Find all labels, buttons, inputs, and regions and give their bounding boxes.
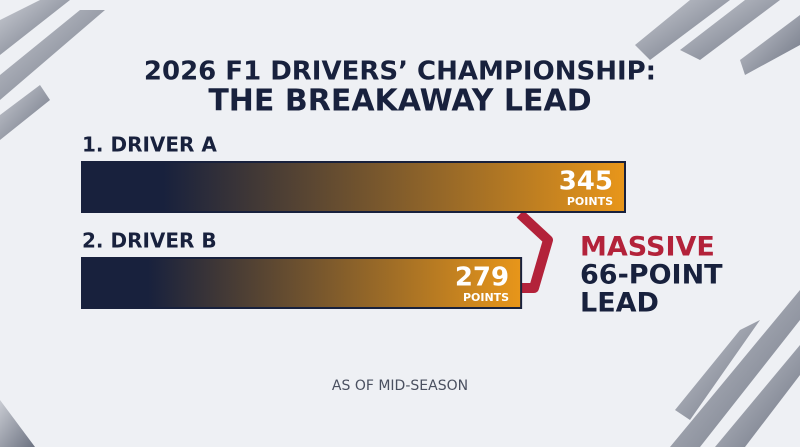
chart-subtitle: THE BREAKAWAY LEAD xyxy=(208,84,591,119)
chart-title: 2026 F1 DRIVERS’ CHAMPIONSHIP: xyxy=(144,57,656,87)
bar xyxy=(81,257,523,309)
value-label: 279 xyxy=(455,263,509,293)
footnote: AS OF MID-SEASON xyxy=(332,378,468,394)
annotation: LEAD xyxy=(580,288,659,319)
arrow xyxy=(516,210,553,293)
bar xyxy=(81,161,626,213)
annotation: MASSIVE xyxy=(580,232,715,263)
value-label: 345 xyxy=(559,167,613,197)
category-label: 2. DRIVER B xyxy=(82,229,217,253)
annotation: 66-POINT xyxy=(580,260,723,291)
unit-label: POINTS xyxy=(463,291,509,304)
category-label: 1. DRIVER A xyxy=(82,133,217,157)
unit-label: POINTS xyxy=(567,195,613,208)
